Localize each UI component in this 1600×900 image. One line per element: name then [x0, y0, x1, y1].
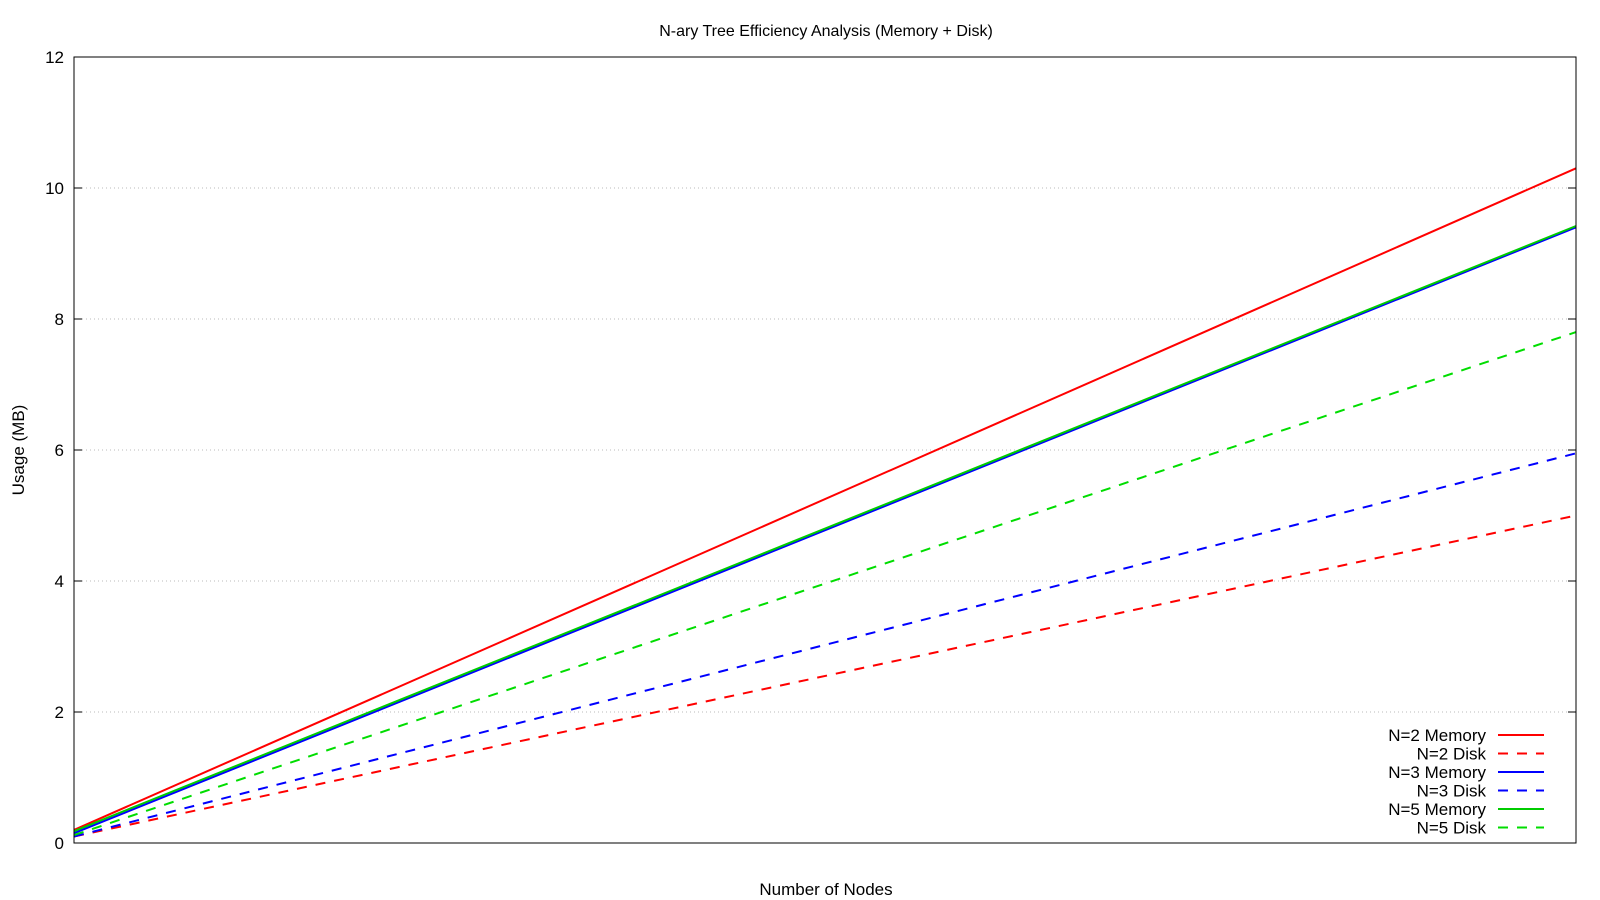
y-tick-label: 8	[55, 310, 64, 329]
series-line-5	[73, 331, 1577, 837]
series-line-0	[73, 167, 1577, 831]
y-tick-label: 10	[45, 179, 64, 198]
series-line-2	[73, 226, 1577, 835]
y-axis-ticks: 0 2 4 6 8 10 12	[45, 48, 1576, 853]
y-tick-label: 0	[55, 834, 64, 853]
y-tick-label: 12	[45, 48, 64, 67]
y-axis-label: Usage (MB)	[9, 405, 28, 496]
x-axis-label: Number of Nodes	[759, 880, 892, 899]
series-line-1	[73, 514, 1577, 838]
legend-label: N=2 Disk	[1417, 745, 1487, 764]
legend-label: N=5 Memory	[1388, 800, 1486, 819]
series-line-4	[73, 225, 1577, 833]
legend-label: N=2 Memory	[1388, 726, 1486, 745]
y-tick-label: 2	[55, 703, 64, 722]
legend-label: N=3 Memory	[1388, 763, 1486, 782]
legend-label: N=5 Disk	[1417, 819, 1487, 838]
legend-label: N=3 Disk	[1417, 782, 1487, 801]
series-line-3	[73, 452, 1577, 838]
chart-title: N-ary Tree Efficiency Analysis (Memory +…	[659, 23, 993, 40]
series-lines	[73, 167, 1577, 838]
y-tick-label: 4	[55, 572, 64, 591]
y-tick-label: 6	[55, 441, 64, 460]
